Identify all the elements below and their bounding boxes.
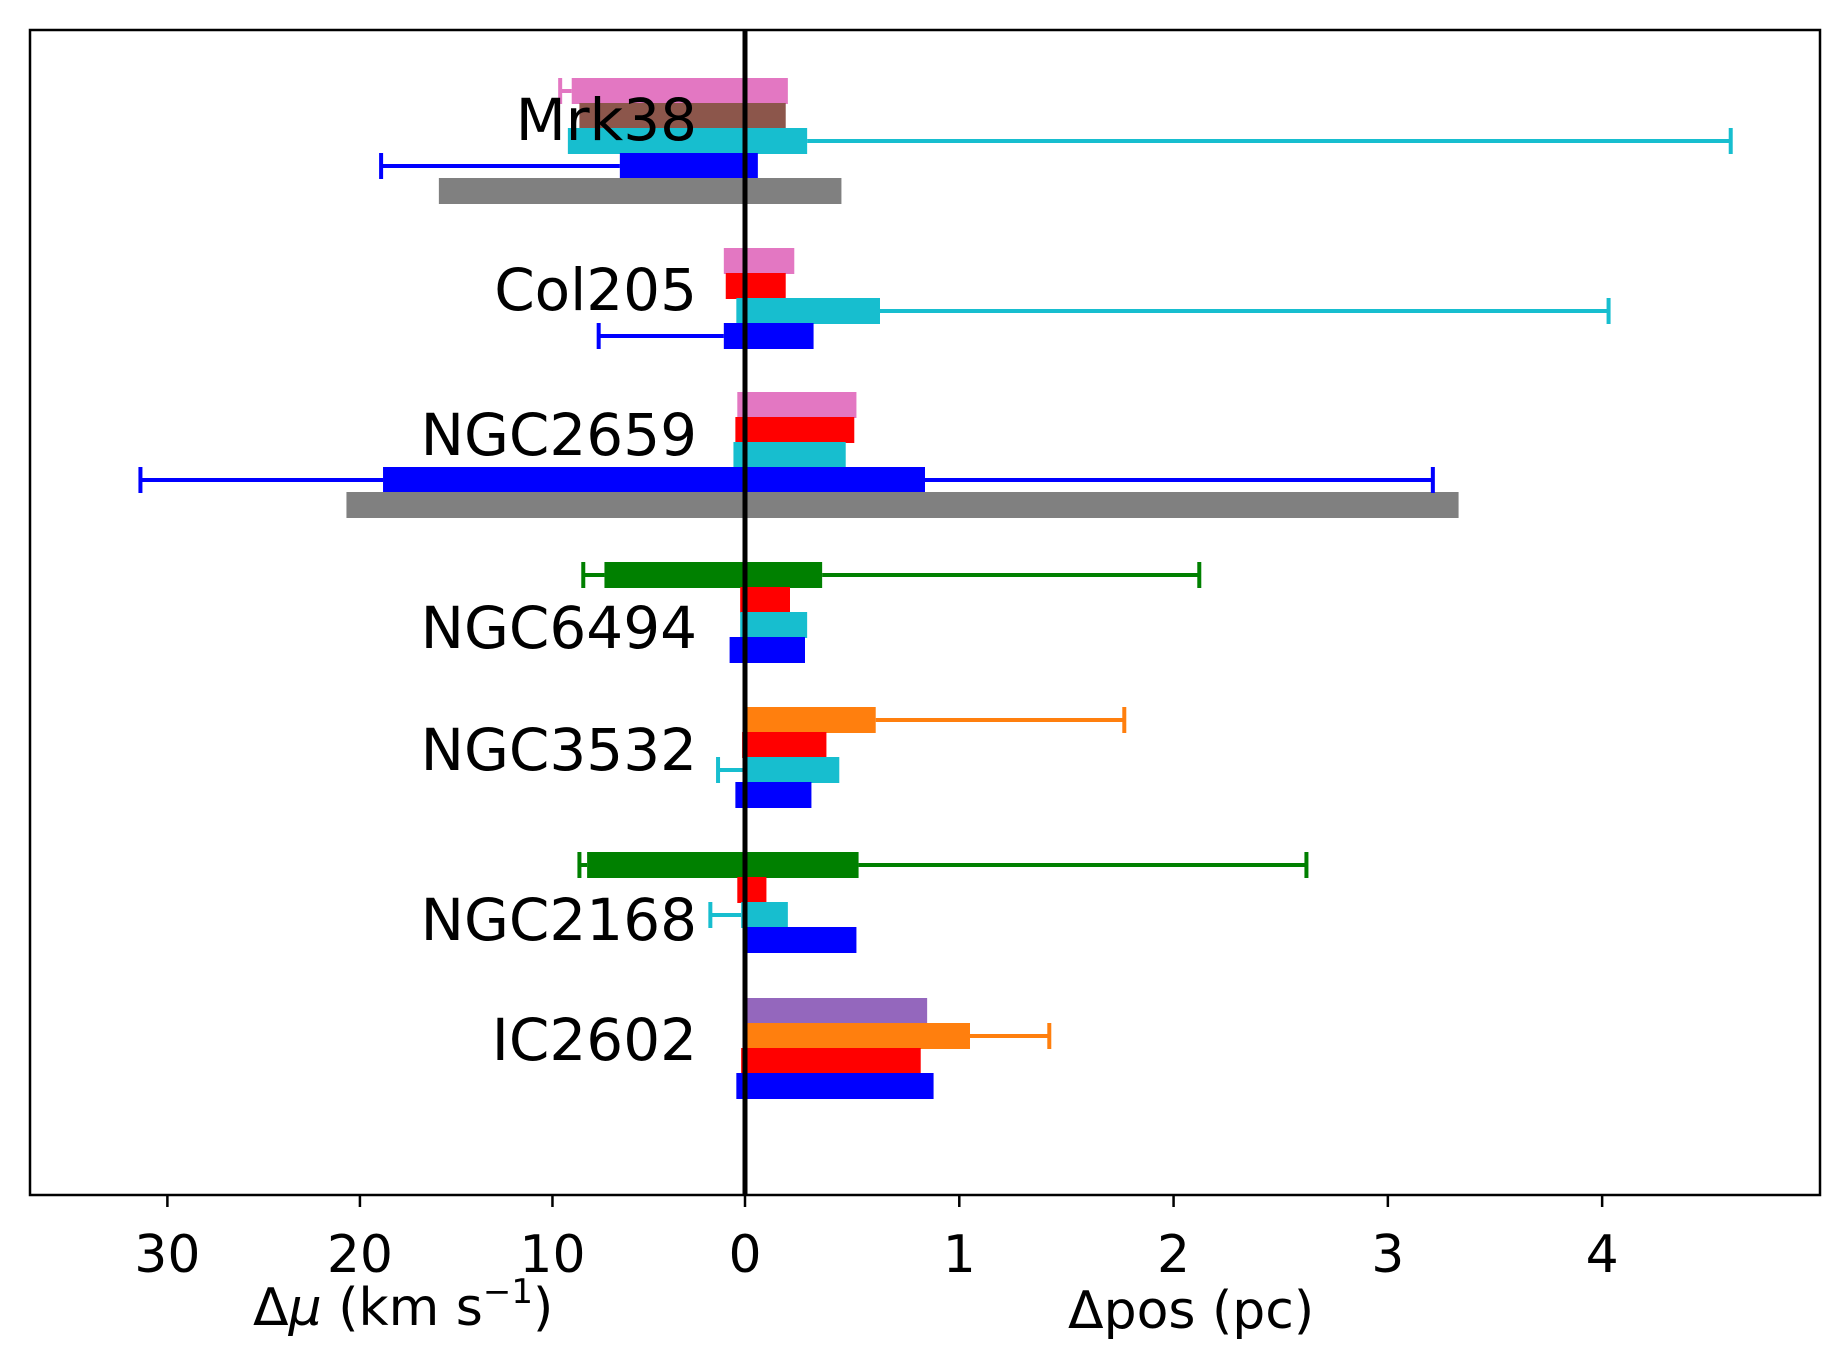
bar-ngc2168-green <box>587 852 859 878</box>
bar-ngc3532-orange <box>744 707 876 733</box>
left-tick-10-label: 10 <box>519 1225 585 1285</box>
bar-ic2602-purple <box>743 998 928 1024</box>
bar-ngc6494-red <box>740 587 790 613</box>
right-tick-2-label: 2 <box>1157 1225 1190 1285</box>
bar-mrk38-brown <box>579 103 786 129</box>
bar-ngc3532-blue <box>735 782 812 808</box>
bar-col205-pink <box>723 248 795 274</box>
left-tick-0-label: 0 <box>728 1225 761 1285</box>
cluster-label-ngc2168: NGC2168 <box>421 886 697 954</box>
left-axis-title: Δμ (km s−1) <box>253 1272 553 1338</box>
cluster-label-col205: Col205 <box>494 256 697 324</box>
cluster-label-ngc2659: NGC2659 <box>421 401 697 469</box>
bar-ngc2659-blue <box>383 467 925 493</box>
bar-ic2602-orange <box>743 1023 970 1049</box>
cluster-label-ngc6494: NGC6494 <box>421 594 697 662</box>
bar-ngc6494-green <box>604 562 823 588</box>
bar-ic2602-blue <box>736 1073 934 1099</box>
plot-frame <box>28 28 1822 1197</box>
cluster-label-ngc3532: NGC3532 <box>421 716 697 784</box>
bar-ngc2659-cyan <box>733 442 846 468</box>
bar-ngc3532-cyan <box>744 757 840 783</box>
bar-ngc2168-cyan <box>741 902 788 928</box>
x-ticks: 30 20 10 0 1 2 3 4 <box>134 1195 1619 1285</box>
cluster-label-ic2602: IC2602 <box>492 1006 697 1074</box>
bar-mrk38-blue <box>619 153 758 179</box>
bar-ngc2659-red <box>735 417 855 443</box>
left-tick-20-label: 20 <box>327 1225 393 1285</box>
cluster-label-mrk38: Mrk38 <box>516 86 697 154</box>
bar-ngc6494-blue <box>729 637 805 663</box>
bar-ngc2659-gray <box>346 492 1459 518</box>
right-tick-1-label: 1 <box>943 1225 976 1285</box>
error-bars-layer <box>138 78 1733 1049</box>
bar-ngc3532-red <box>742 732 827 758</box>
right-tick-4-label: 4 <box>1586 1225 1619 1285</box>
bar-col205-red <box>725 273 786 299</box>
bar-ngc2659-pink <box>737 392 857 418</box>
bar-col205-cyan <box>736 298 880 324</box>
bars-layer <box>346 78 1459 1099</box>
bar-mrk38-gray <box>438 178 842 204</box>
bar-mrk38-pink <box>571 78 788 104</box>
bar-ngc6494-cyan <box>740 612 808 638</box>
bar-ic2602-red <box>741 1048 921 1074</box>
bar-mrk38-cyan <box>567 128 808 154</box>
cluster-labels: Mrk38 Col205 NGC2659 NGC6494 NGC3532 NGC2168 I… <box>421 86 697 1074</box>
right-tick-3-label: 3 <box>1371 1225 1404 1285</box>
bar-col205-blue <box>723 323 814 349</box>
left-tick-30-label: 30 <box>134 1225 200 1285</box>
bar-ngc2168-red <box>737 877 767 903</box>
right-axis-title: Δpos (pc) <box>1068 1281 1314 1341</box>
bar-ngc2168-blue <box>743 927 857 953</box>
